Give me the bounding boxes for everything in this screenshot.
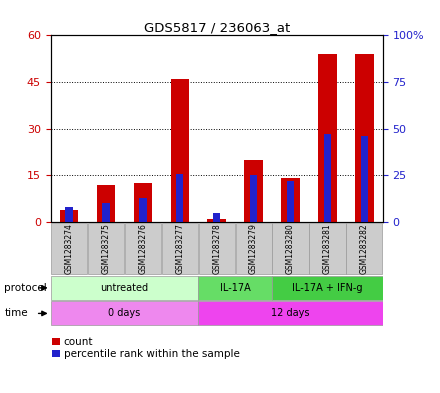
- Text: time: time: [4, 309, 28, 318]
- Bar: [272, 223, 308, 274]
- Text: GSM1283279: GSM1283279: [249, 223, 258, 274]
- Text: IL-17A: IL-17A: [220, 283, 250, 293]
- Bar: [198, 301, 383, 325]
- Text: 12 days: 12 days: [271, 309, 310, 318]
- Bar: [51, 223, 87, 274]
- Text: GSM1283280: GSM1283280: [286, 223, 295, 274]
- Text: protocol: protocol: [4, 283, 47, 293]
- Text: GSM1283276: GSM1283276: [138, 223, 147, 274]
- Bar: [198, 223, 235, 274]
- Bar: [287, 181, 294, 222]
- Text: untreated: untreated: [100, 283, 148, 293]
- Bar: [250, 175, 257, 222]
- Bar: [272, 276, 383, 300]
- Bar: [125, 223, 161, 274]
- Text: GSM1283278: GSM1283278: [212, 223, 221, 274]
- Bar: [208, 219, 226, 222]
- Text: IL-17A + IFN-g: IL-17A + IFN-g: [292, 283, 363, 293]
- Text: count: count: [64, 337, 93, 347]
- Bar: [162, 223, 198, 274]
- Bar: [51, 276, 198, 300]
- Bar: [176, 174, 183, 222]
- Bar: [60, 209, 78, 222]
- Bar: [198, 276, 272, 300]
- Bar: [51, 301, 198, 325]
- Bar: [97, 185, 115, 222]
- Bar: [355, 54, 374, 222]
- Text: GSM1283277: GSM1283277: [175, 223, 184, 274]
- Bar: [213, 213, 220, 222]
- Text: GSM1283281: GSM1283281: [323, 223, 332, 274]
- Bar: [66, 207, 73, 222]
- Bar: [346, 223, 382, 274]
- Bar: [171, 79, 189, 222]
- Text: percentile rank within the sample: percentile rank within the sample: [64, 349, 240, 359]
- Text: GSM1283275: GSM1283275: [102, 223, 110, 274]
- Text: GSM1283274: GSM1283274: [65, 223, 73, 274]
- Text: 0 days: 0 days: [108, 309, 140, 318]
- Bar: [88, 223, 124, 274]
- Bar: [134, 183, 152, 222]
- Bar: [281, 178, 300, 222]
- Bar: [361, 136, 368, 222]
- Bar: [139, 198, 147, 222]
- Bar: [324, 134, 331, 222]
- Bar: [309, 223, 345, 274]
- Bar: [102, 204, 110, 222]
- Text: GSM1283282: GSM1283282: [360, 223, 369, 274]
- Title: GDS5817 / 236063_at: GDS5817 / 236063_at: [143, 21, 290, 34]
- Bar: [235, 223, 271, 274]
- Bar: [244, 160, 263, 222]
- Bar: [318, 54, 337, 222]
